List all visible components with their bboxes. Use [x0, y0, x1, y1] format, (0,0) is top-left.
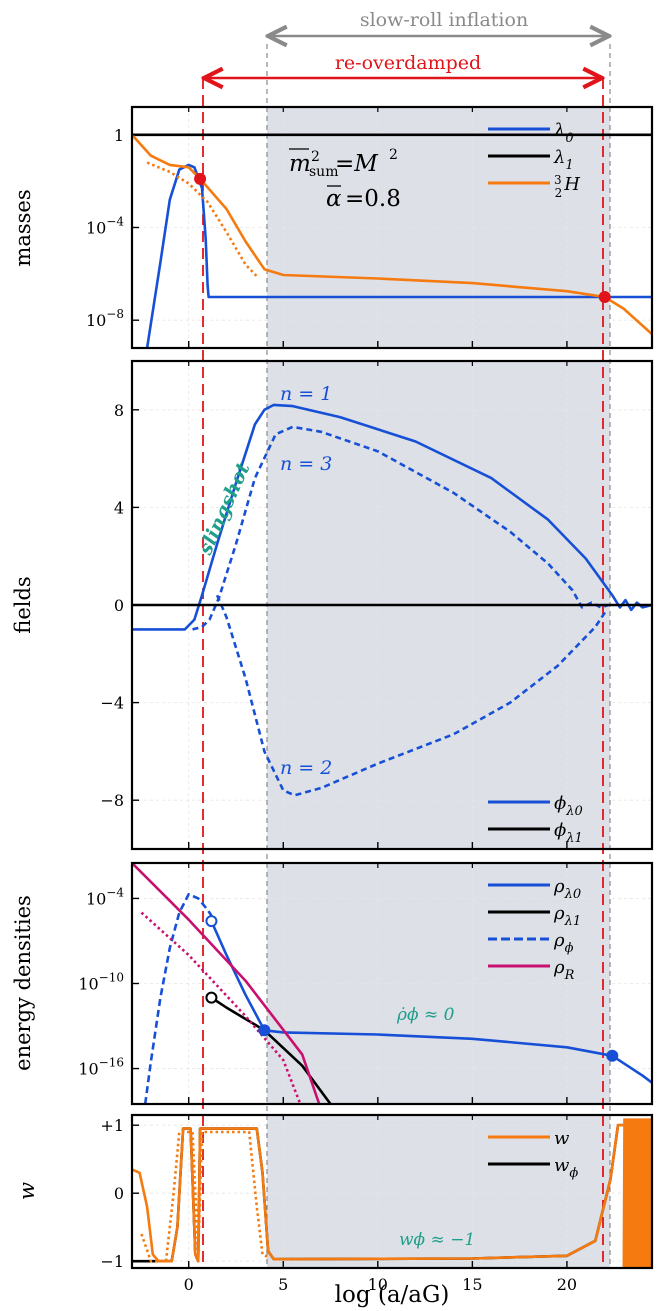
w-legend-label-1: wϕ — [554, 1155, 578, 1181]
x-tick-label-4: 20 — [557, 1275, 577, 1294]
masses-ytick-label-2: 10−8 — [86, 307, 124, 330]
w-ylabel: w — [15, 1182, 39, 1200]
fields-series-2 — [215, 594, 608, 797]
fields-ylabel: fields — [11, 576, 35, 633]
masses-series-2 — [132, 133, 652, 336]
masses-marker-1 — [598, 291, 611, 304]
energy-ytick-label-1: 10−10 — [78, 971, 124, 994]
x-tick-label-1: 5 — [278, 1275, 288, 1294]
n2-label: n = 2 — [280, 757, 332, 779]
fields-legend-label-0: ϕλ0 — [554, 793, 583, 819]
n1-label: n = 1 — [280, 383, 332, 405]
msum-rhs-sup: 2 — [389, 147, 398, 163]
w-ytick-label-2: −1 — [100, 1252, 124, 1271]
w-legend-label-0: w — [554, 1128, 570, 1149]
energy-series — [132, 863, 652, 1104]
masses-marker-0 — [194, 172, 207, 185]
fields-ytick-label-3: −4 — [100, 694, 124, 713]
masses-ytick-label-0: 1 — [114, 126, 124, 145]
w-series-2 — [140, 1130, 271, 1263]
energy-marker-0 — [205, 915, 218, 928]
msum-sub: sum — [309, 164, 338, 180]
masses-legend-label-0: λ0 — [553, 120, 574, 146]
w-minus1-label: wϕ ≈ −1 — [399, 1230, 475, 1250]
overdamped-label: re-overdamped — [335, 52, 481, 74]
energy-series-4 — [140, 911, 302, 1104]
energy-marker-1 — [205, 991, 218, 1004]
w-series — [132, 1118, 652, 1268]
fields-series-1 — [192, 425, 609, 631]
energy-legend-label-3: ρR — [553, 957, 575, 983]
masses-series-3 — [146, 161, 258, 278]
masses-ylabel: masses — [11, 189, 35, 266]
slow-roll-label: slow-roll inflation — [360, 9, 528, 31]
w-ytick-label-1: 0 — [114, 1184, 124, 1203]
energy-marker-3 — [606, 1049, 619, 1062]
slow-roll-shade-w — [267, 1115, 610, 1268]
x-axis-label: log (a/aG) — [335, 1282, 450, 1308]
alpha-annotation: α =0.8 — [326, 185, 401, 212]
msum-sup: 2 — [311, 149, 320, 165]
energy-ytick-label-0: 10−4 — [86, 885, 124, 908]
masses-ytick-label-1: 10−4 — [86, 215, 124, 238]
w-frame — [130, 1113, 654, 1270]
energy-legend-label-2: ρϕ — [553, 930, 574, 956]
energy-ytick-label-2: 10−16 — [78, 1056, 124, 1079]
top-annotations: slow-roll inflation re-overdamped — [204, 9, 609, 78]
msum-annotation: m 2 sum =M 2 — [289, 147, 398, 180]
masses-series-0 — [145, 163, 652, 348]
fields-legend-label-1: ϕλ1 — [554, 820, 583, 846]
fields-ytick-label-2: 0 — [114, 596, 124, 615]
fields-ytick-label-4: −8 — [100, 791, 124, 810]
x-tick-label-2: 10 — [368, 1275, 388, 1294]
energy-series-1 — [210, 920, 652, 1084]
energy-ylabel: energy densities — [11, 895, 35, 1071]
energy-marker-2 — [258, 1024, 271, 1037]
fields-series — [132, 403, 652, 797]
fields-ytick-label-0: 8 — [114, 401, 124, 420]
masses-series — [132, 133, 652, 348]
grid-layer — [132, 107, 652, 1268]
x-tick-label-3: 15 — [462, 1275, 482, 1294]
msum-lhs: m — [289, 151, 311, 177]
msum-rhs: =M — [335, 151, 379, 177]
masses-legend-label-1: λ1 — [553, 147, 574, 173]
rho-dot-label: ρ̇ϕ ≈ 0 — [396, 1005, 455, 1025]
w-oscillation — [622, 1118, 652, 1268]
w-ytick-label-0: +1 — [100, 1116, 124, 1135]
energy-legend-label-0: ρλ0 — [553, 876, 581, 902]
energy-series-0 — [143, 892, 213, 1104]
n3-label: n = 3 — [280, 453, 332, 475]
energy-legend-label-1: ρλ1 — [553, 903, 581, 929]
energy-series-3 — [132, 863, 321, 1104]
alpha-rhs: =0.8 — [345, 186, 401, 212]
x-tick-label-0: 0 — [184, 1275, 194, 1294]
fields-ytick-label-1: 4 — [114, 498, 124, 517]
alpha-lhs: α — [326, 186, 342, 212]
guide-lines — [202, 44, 611, 1268]
